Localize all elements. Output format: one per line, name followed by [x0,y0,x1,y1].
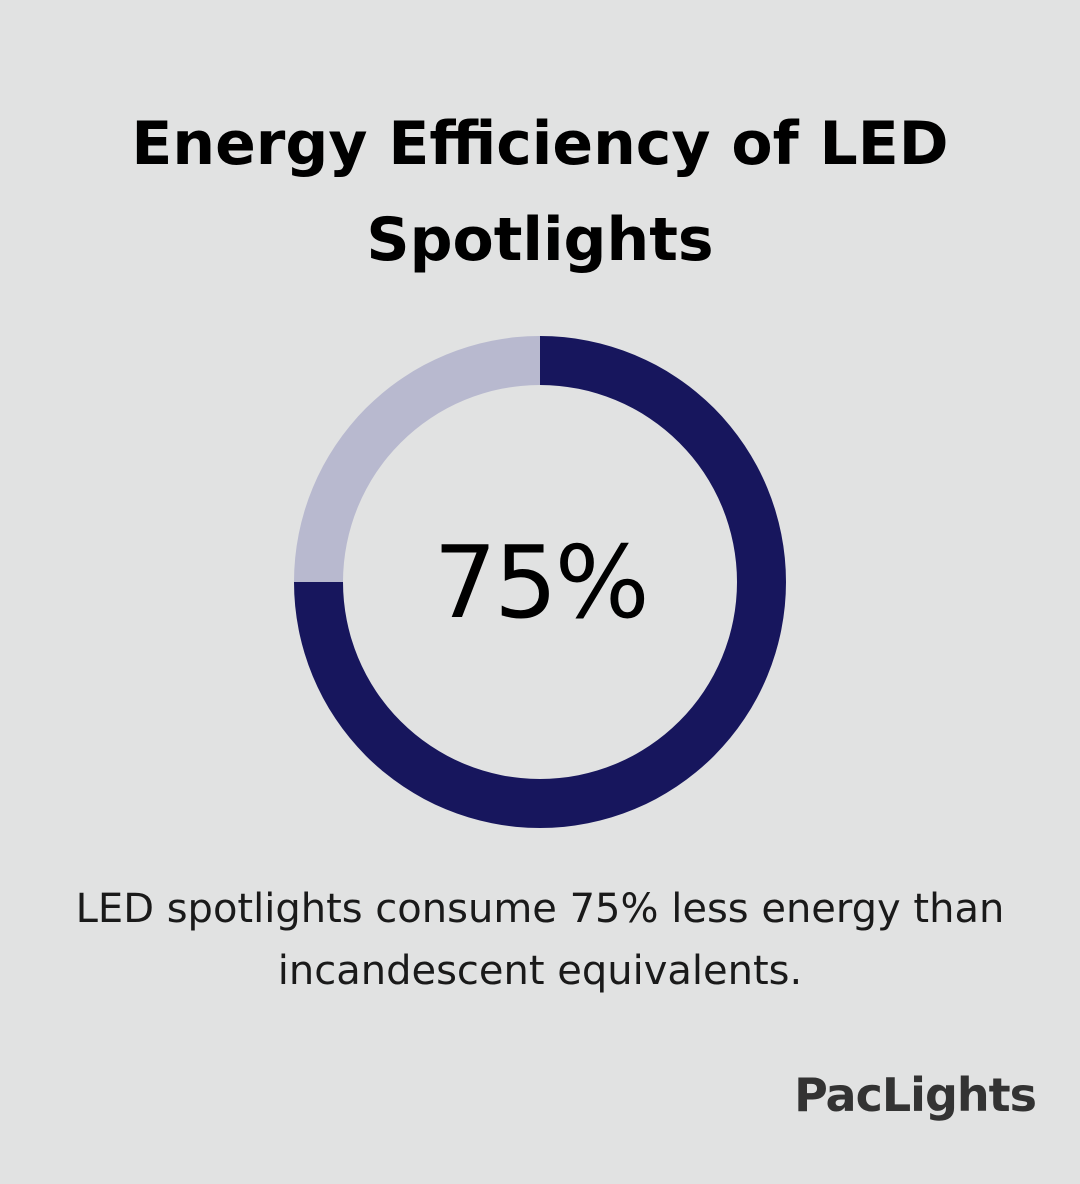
brand-logo: PacLights [794,1068,1037,1122]
donut-svg [294,336,786,828]
caption-text: LED spotlights consume 75% less energy t… [75,886,1005,994]
donut-center-value: 75% [433,523,649,641]
donut-slice-remainder [294,336,540,582]
page-title: Energy Efficiency of LED Spotlights [131,109,949,275]
donut-chart: 75% [294,336,786,828]
